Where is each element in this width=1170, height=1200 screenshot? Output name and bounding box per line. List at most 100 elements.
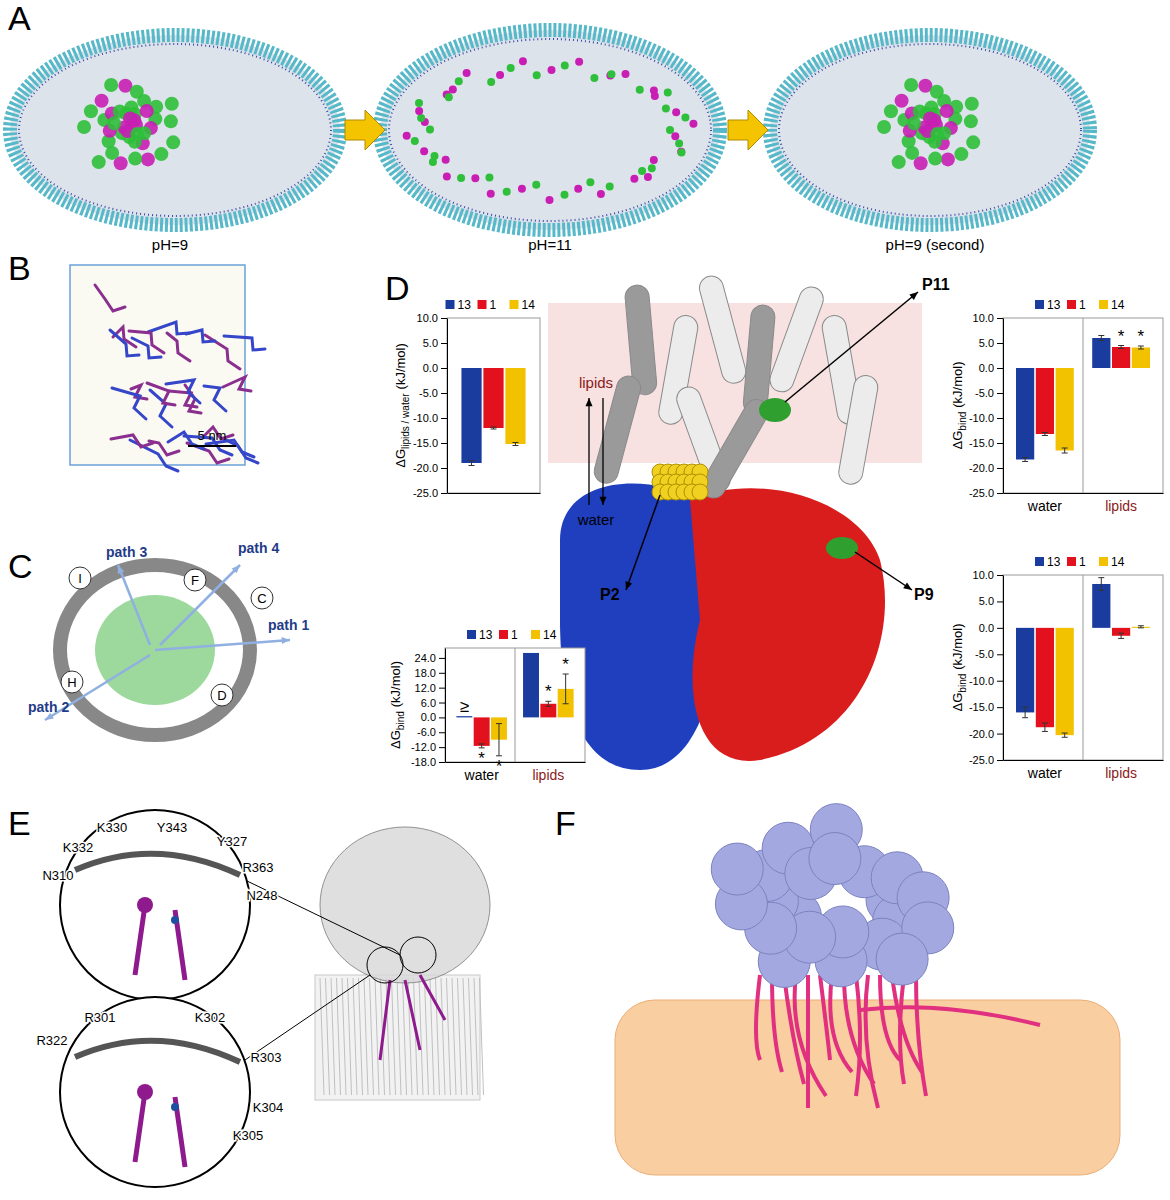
error-bar	[1042, 433, 1048, 436]
polymer	[866, 975, 878, 1108]
scale-bar-label: 5 nm	[198, 428, 227, 443]
tick: 0.0	[979, 362, 1003, 374]
tick: -15.0	[969, 437, 1003, 449]
helix-label: F	[191, 573, 199, 588]
y-axis-title-symbol: ΔG	[393, 449, 408, 468]
polymer-spread	[411, 137, 419, 145]
error-bar	[1062, 448, 1068, 453]
legend-swatch	[1035, 557, 1044, 566]
bar	[461, 368, 481, 463]
axis-line	[1004, 760, 1164, 761]
polymer-spread	[689, 120, 697, 128]
legend-label: 13	[458, 298, 472, 312]
y-axis-title: ΔGbind(kJ/mol)	[388, 661, 406, 749]
helix	[697, 273, 749, 385]
legend: 13114	[446, 298, 536, 312]
group-separator	[1083, 318, 1084, 493]
lipid-tail	[474, 978, 478, 1095]
polymer-spread	[561, 61, 569, 69]
helix-marker	[251, 587, 273, 609]
arrow	[785, 292, 918, 402]
error-bar	[1022, 458, 1028, 462]
tick-label: -15.0	[413, 437, 438, 449]
polymer-spread	[590, 74, 598, 82]
arrow-head	[909, 292, 918, 300]
lipid-tail	[469, 978, 473, 1095]
annotation: *	[478, 749, 485, 768]
vesicle-membrane	[770, 35, 1090, 225]
polymer-blob	[884, 104, 898, 118]
axis-line	[448, 493, 541, 494]
polymer-blob	[965, 97, 979, 111]
polymer	[900, 975, 904, 1084]
simulation-box	[70, 265, 245, 465]
tick-mark	[439, 732, 445, 733]
tick-label: water	[464, 767, 500, 783]
polymer-spread	[545, 196, 553, 204]
polymer	[135, 905, 185, 980]
arrow-shaft	[855, 552, 912, 590]
legend-label: 1	[511, 628, 518, 642]
tick-label: 5.0	[423, 337, 438, 349]
panel-e: K330Y343Y327K332R363N310N248R301K302R322…	[36, 810, 490, 1187]
y-axis-title-subscript: bind	[395, 711, 406, 730]
bars	[1016, 578, 1150, 738]
tick-mark	[997, 318, 1003, 319]
lipid-tail	[441, 978, 445, 1095]
lipid-tail	[331, 978, 335, 1095]
tick: 5.0	[979, 337, 1003, 349]
legend-label: 13	[479, 628, 493, 642]
tick-label: 5.0	[979, 337, 994, 349]
lipid-tail	[397, 978, 401, 1095]
scale-bar	[188, 445, 236, 447]
legend-swatch	[1099, 557, 1108, 566]
legend-swatch	[1067, 300, 1076, 309]
lipid-tail	[463, 978, 467, 1095]
lipid-tail	[425, 978, 429, 1095]
plot-frame	[445, 648, 585, 762]
polymer	[820, 975, 830, 1060]
panel-d-structure: lipidswater	[548, 273, 922, 770]
polymer-spread	[671, 132, 679, 140]
legend-label: 14	[543, 628, 557, 642]
tick-label: -25.0	[413, 487, 438, 499]
group-separator	[1083, 575, 1084, 760]
polymer-chain	[150, 390, 172, 427]
tick: 0.0	[979, 622, 1003, 634]
polymer-blob	[164, 114, 178, 128]
residue-label: K305	[233, 1128, 263, 1143]
polymer-blob	[930, 127, 944, 141]
tick: -6.0	[417, 726, 445, 738]
polymer-blob	[84, 104, 98, 118]
tick: -10.0	[969, 412, 1003, 424]
polymer-spread	[651, 92, 659, 100]
polymer-spread	[607, 70, 615, 78]
residue-label: R301	[84, 1010, 115, 1025]
polymer-blob	[165, 97, 179, 111]
axis-line	[445, 649, 446, 763]
arrow	[160, 565, 240, 645]
polymer-bead	[137, 897, 153, 913]
arrow-head	[232, 565, 240, 573]
tick-label: -15.0	[969, 701, 994, 713]
plot-frame	[1003, 575, 1163, 760]
tick-label: -5.0	[419, 387, 438, 399]
polymer	[880, 975, 900, 1060]
legend: 13114	[1035, 555, 1125, 569]
x-axis: waterlipids	[1004, 760, 1164, 781]
legend-swatch	[499, 630, 508, 639]
polymer-chain	[223, 377, 251, 391]
polymer	[135, 1092, 185, 1167]
lipid-tail	[375, 978, 379, 1095]
annotation: ≥	[460, 697, 469, 716]
protein	[711, 843, 763, 895]
protein-surface	[320, 827, 490, 983]
polymer-chain	[222, 438, 258, 463]
residue-label: K330	[97, 820, 127, 835]
polymer-chain	[130, 440, 178, 471]
panel-label: C	[8, 547, 33, 585]
legend: 13 1 14	[467, 628, 557, 642]
arrow	[585, 398, 592, 505]
polymer-blob	[95, 94, 109, 108]
polymer-chain	[186, 330, 215, 342]
